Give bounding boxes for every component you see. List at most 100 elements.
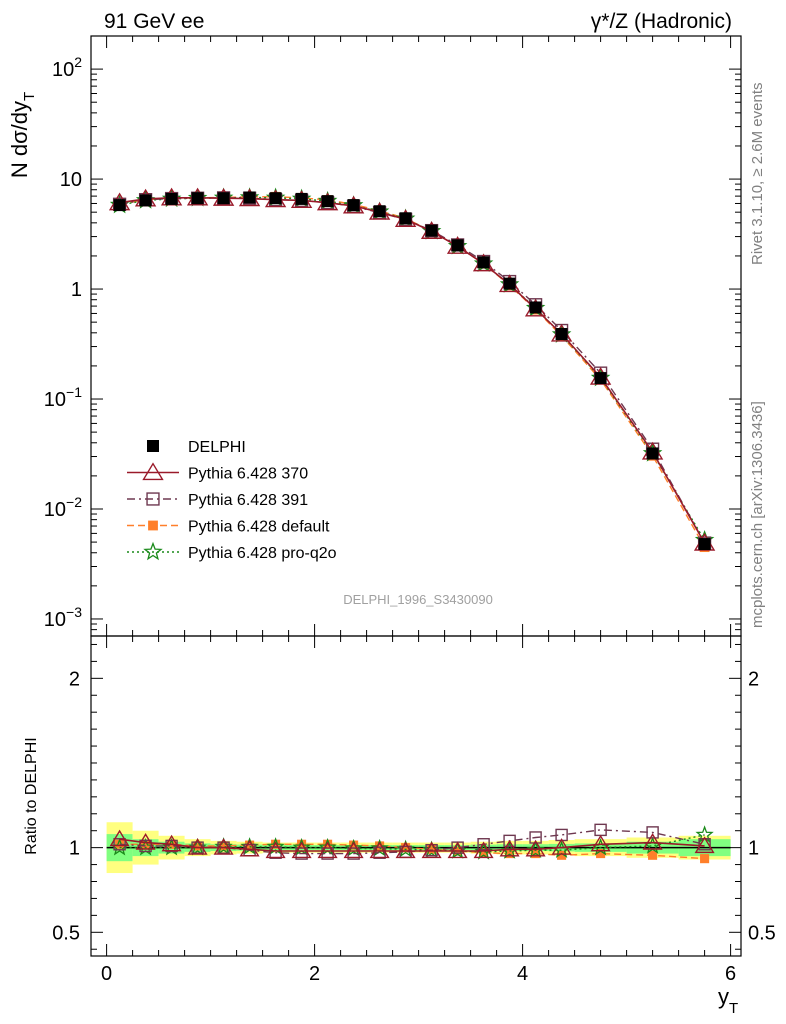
marker-pythia-default <box>557 850 567 860</box>
marker-pythia-391 <box>113 838 126 851</box>
marker-pythia-default <box>427 844 437 854</box>
marker-pythia-pro-q2o <box>143 541 163 561</box>
legend-label: Pythia 6.428 370 <box>188 466 308 483</box>
marker-pythia-370 <box>590 834 611 852</box>
main-panel: 10−3 10−2 10−1 1 10 102 <box>44 35 742 637</box>
marker-pythia-default <box>648 850 658 860</box>
x-tick-label: 2 <box>309 963 320 985</box>
data-point-delphi <box>594 372 607 385</box>
data-point-delphi <box>646 447 659 460</box>
ratio-line-p370 <box>119 838 705 852</box>
ratio-y-tick-label: 2 <box>69 668 80 690</box>
marker-pythia-pro-q2o <box>266 837 285 855</box>
marker-pythia-default <box>323 839 333 849</box>
legend-label: Pythia 6.428 391 <box>188 492 308 509</box>
y-tick-label: 10−2 <box>44 494 82 521</box>
main-y-label-text: N dσ/dyT <box>7 92 38 178</box>
marker-pythia-default <box>141 839 151 849</box>
series-line-pdefault <box>119 196 706 548</box>
ratio-panel: 0 2 4 6 0.5 0.5 1 1 2 2 <box>52 36 776 985</box>
marker-pythia-default <box>297 839 307 849</box>
ratio-y-axis-label: Ratio to DELPHI <box>23 737 40 854</box>
marker-pythia-default <box>349 840 359 850</box>
marker-pythia-370 <box>213 838 234 855</box>
marker-pythia-default <box>401 843 411 853</box>
marker-pythia-370 <box>265 841 286 859</box>
data-point-delphi <box>399 212 412 225</box>
marker-pythia-370 <box>187 838 208 855</box>
data-point-delphi <box>555 328 568 341</box>
x-label-text: yT <box>718 984 738 1017</box>
series-line-pq2o <box>119 196 706 541</box>
data-point-delphi <box>321 195 334 208</box>
marker-pythia-default <box>271 839 281 849</box>
marker-pythia-370 <box>343 841 364 859</box>
marker-pythia-370 <box>369 841 390 859</box>
ratio-frame <box>90 635 742 957</box>
data-point-delphi <box>269 192 282 205</box>
marker-pythia-default <box>115 839 125 849</box>
legend-label: Pythia 6.428 pro-q2o <box>188 545 337 562</box>
analysis-id: DELPHI_1996_S3430090 <box>343 592 493 607</box>
x-tick-label: 0 <box>101 963 112 985</box>
x-axis-label: yT <box>718 984 738 1017</box>
y-tick-label: 102 <box>52 54 82 81</box>
x-tick-label: 4 <box>517 963 528 985</box>
marker-pythia-default <box>479 848 489 858</box>
header-right: γ*/Z (Hadronic) <box>591 10 732 33</box>
marker-pythia-391 <box>503 834 516 848</box>
data-point-delphi <box>113 199 126 212</box>
marker-pythia-370 <box>239 839 260 857</box>
data-point-delphi <box>217 192 230 205</box>
marker-pythia-370 <box>694 836 715 854</box>
data-point-delphi <box>425 224 438 237</box>
data-point-delphi <box>139 194 152 207</box>
marker-pythia-391 <box>146 492 160 506</box>
marker-pythia-default <box>148 520 158 531</box>
mcplots-label: mcplots.cern.ch [arXiv:1306.3436] <box>749 401 766 628</box>
data-point-delphi <box>698 538 711 551</box>
marker-pythia-default <box>375 841 385 851</box>
marker-pythia-370 <box>473 841 494 859</box>
marker-pythia-370 <box>421 841 442 859</box>
marker-pythia-370 <box>642 833 663 850</box>
marker-pythia-391 <box>321 847 334 860</box>
data-point-delphi <box>147 440 159 452</box>
data-point-delphi <box>503 277 516 290</box>
marker-pythia-default <box>700 854 710 864</box>
marker-pythia-370 <box>499 839 520 857</box>
marker-pythia-370 <box>135 833 156 850</box>
marker-pythia-pro-q2o <box>526 840 545 858</box>
marker-pythia-default <box>596 849 606 859</box>
x-tick-label: 6 <box>725 963 736 985</box>
legend-label: DELPHI <box>188 439 246 456</box>
legend-label: Pythia 6.428 default <box>188 519 330 536</box>
y-tick-label: 10 <box>60 169 82 191</box>
marker-pythia-370 <box>109 829 130 847</box>
ratio-y-tick-label: 0.5 <box>52 922 80 944</box>
data-point-delphi <box>451 239 464 252</box>
marker-pythia-391 <box>477 838 490 851</box>
marker-pythia-391 <box>425 843 438 857</box>
y-tick-label: 1 <box>71 279 82 301</box>
marker-pythia-391 <box>529 831 542 844</box>
legend: DELPHI Pythia 6.428 370 Pythia 6.428 391 Py… <box>127 439 337 562</box>
y-tick-label: 10−1 <box>44 384 82 411</box>
rivet-label: Rivet 3.1.10, ≥ 2.6M events <box>749 83 766 266</box>
data-point-delphi <box>373 205 386 218</box>
marker-pythia-391 <box>347 847 360 860</box>
y-tick-label: 10−3 <box>44 604 82 631</box>
marker-pythia-391 <box>646 826 659 839</box>
ratio-line-p391 <box>119 829 705 855</box>
marker-pythia-370 <box>317 841 338 859</box>
data-point-delphi <box>477 256 490 269</box>
ratio-y-tick-label: 1 <box>69 838 80 860</box>
marker-pythia-370 <box>551 838 572 855</box>
data-point-delphi <box>191 192 204 205</box>
marker-pythia-370 <box>291 841 312 859</box>
data-point-delphi <box>529 301 542 314</box>
marker-pythia-391 <box>139 839 152 853</box>
marker-pythia-370 <box>525 839 546 857</box>
marker-pythia-370 <box>161 834 182 852</box>
